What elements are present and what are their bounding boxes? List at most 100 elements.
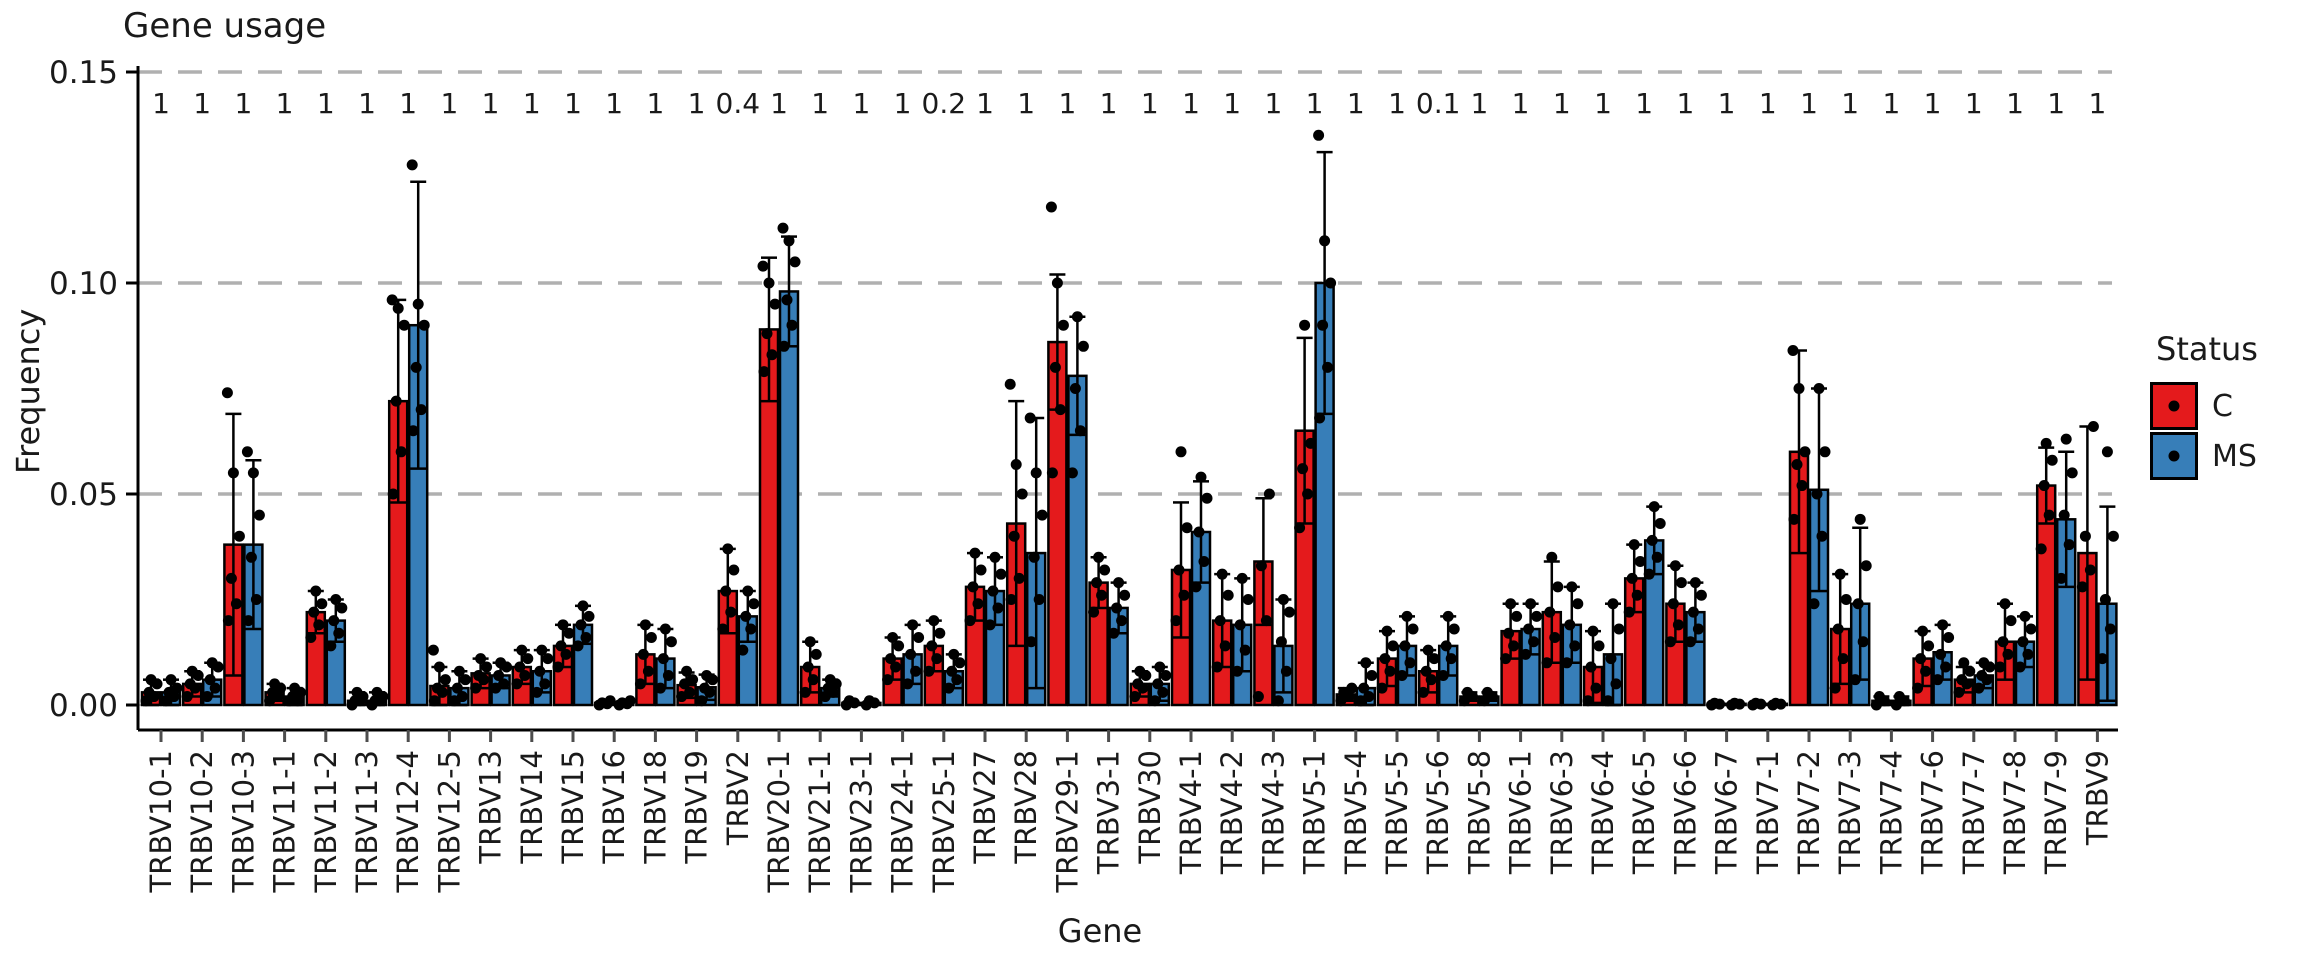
point-C-TRBV6-1 — [1500, 653, 1512, 665]
pvalue-label-TRBV10-2: 1 — [193, 87, 211, 120]
point-MS-TRBV3-1 — [1113, 577, 1125, 589]
pvalue-label-TRBV5-1: 1 — [1306, 87, 1324, 120]
point-MS-TRBV30 — [1152, 678, 1164, 690]
pvalue-label-TRBV15: 1 — [564, 87, 582, 120]
point-C-TRBV25-1 — [931, 653, 943, 665]
point-C-TRBV11-3 — [351, 686, 363, 698]
point-MS-TRBV13 — [495, 657, 507, 669]
point-C-TRBV11-2 — [305, 631, 317, 643]
point-C-TRBV7-6 — [1920, 665, 1932, 677]
x-tick-label-TRBV21-1: TRBV21-1 — [803, 750, 837, 894]
point-C-TRBV25-1 — [926, 640, 938, 652]
point-C-TRBV28 — [1008, 530, 1020, 542]
point-MS-TRBV5-5 — [1407, 623, 1419, 635]
point-MS-TRBV4-1 — [1195, 471, 1207, 483]
point-C-TRBV12-5 — [431, 682, 443, 694]
x-tick-label-TRBV7-1: TRBV7-1 — [1751, 750, 1785, 875]
point-C-TRBV6-3 — [1552, 581, 1564, 593]
point-MS-TRBV20-1 — [786, 319, 798, 331]
point-MS-TRBV4-3 — [1272, 695, 1284, 707]
point-MS-TRBV11-2 — [336, 602, 348, 614]
point-C-TRBV6-3 — [1549, 631, 1561, 643]
point-C-TRBV4-2 — [1219, 640, 1231, 652]
point-C-TRBV18 — [639, 619, 651, 631]
point-MS-TRBV14 — [534, 665, 546, 677]
point-C-TRBV12-4 — [395, 446, 407, 458]
point-MS-TRBV11-1 — [289, 682, 301, 694]
point-MS-TRBV7-6 — [1937, 619, 1949, 631]
y-tick-label-0.10: 0.10 — [49, 266, 118, 302]
point-MS-TRBV7-2 — [1819, 446, 1831, 458]
point-C-TRBV4-2 — [1211, 661, 1223, 673]
point-C-TRBV11-2 — [313, 619, 325, 631]
point-MS-TRBV7-9 — [2066, 467, 2078, 479]
legend-label-ms: MS — [2212, 438, 2257, 474]
point-MS-TRBV10-2 — [206, 657, 218, 669]
point-MS-TRBV3-1 — [1111, 602, 1123, 614]
point-C-TRBV5-8 — [1461, 686, 1473, 698]
point-C-TRBV18 — [645, 631, 657, 643]
point-MS-TRBV12-4 — [410, 361, 422, 373]
point-C-TRBV9 — [2084, 564, 2096, 576]
point-MS-TRBV4-2 — [1239, 644, 1251, 656]
point-C-TRBV7-3 — [1832, 623, 1844, 635]
point-C-TRBV14 — [522, 653, 534, 665]
point-MS-TRBV14 — [536, 644, 548, 656]
point-C-TRBV5-1 — [1297, 463, 1309, 475]
point-C-TRBV6-5 — [1626, 572, 1638, 584]
point-MS-TRBV5-1 — [1325, 277, 1337, 289]
point-C-TRBV2 — [717, 623, 729, 635]
point-C-TRBV14 — [511, 678, 523, 690]
point-C-TRBV3-1 — [1099, 564, 1111, 576]
pvalue-label-TRBV4-1: 1 — [1182, 87, 1200, 120]
x-tick-label-TRBV6-3: TRBV6-3 — [1545, 750, 1579, 875]
x-tick-label-TRBV7-9: TRBV7-9 — [2039, 750, 2073, 875]
x-tick-label-TRBV23-1: TRBV23-1 — [844, 750, 878, 894]
pvalue-label-TRBV19: 1 — [688, 87, 706, 120]
point-C-TRBV21-1 — [802, 661, 814, 673]
point-C-TRBV6-5 — [1631, 589, 1643, 601]
point-MS-TRBV2 — [748, 598, 760, 610]
point-MS-TRBV7-6 — [1935, 648, 1947, 660]
point-MS-TRBV15 — [580, 631, 592, 643]
point-C-TRBV5-6 — [1420, 665, 1432, 677]
point-C-TRBV7-2 — [1788, 513, 1800, 525]
point-C-TRBV11-2 — [310, 585, 322, 597]
point-MS-TRBV7-8 — [2025, 623, 2037, 635]
point-MS-TRBV16 — [624, 695, 636, 707]
point-MS-TRBV6-5 — [1643, 568, 1655, 580]
point-C-TRBV7-3 — [1840, 594, 1852, 605]
point-C-TRBV13 — [470, 682, 482, 694]
point-C-TRBV7-9 — [2035, 543, 2047, 555]
point-MS-TRBV24-1 — [910, 665, 922, 677]
point-MS-TRBV29-1 — [1074, 425, 1086, 437]
point-MS-TRBV5-6 — [1440, 640, 1452, 652]
point-MS-TRBV18 — [659, 623, 671, 635]
point-MS-TRBV10-1 — [165, 674, 177, 686]
point-MS-TRBV5-1 — [1313, 129, 1325, 141]
pvalue-label-TRBV28: 1 — [1017, 87, 1035, 120]
point-C-TRBV4-2 — [1214, 615, 1226, 627]
point-MS-TRBV15 — [583, 610, 595, 622]
pvalue-label-TRBV7-3: 1 — [1841, 87, 1859, 120]
point-MS-TRBV2 — [740, 610, 752, 622]
point-MS-TRBV25-1 — [954, 657, 966, 669]
point-C-TRBV7-7 — [1964, 665, 1976, 677]
point-MS-TRBV4-1 — [1190, 581, 1202, 593]
point-MS-TRBV5-4 — [1360, 657, 1372, 669]
point-MS-TRBV6-7 — [1729, 697, 1741, 709]
point-C-TRBV7-4 — [1873, 691, 1885, 703]
point-MS-TRBV10-2 — [201, 691, 213, 703]
point-MS-TRBV19 — [696, 695, 708, 707]
point-MS-TRBV18 — [654, 682, 666, 694]
point-MS-TRBV7-7 — [1976, 669, 1988, 681]
point-MS-TRBV2 — [737, 644, 749, 656]
point-C-TRBV4-2 — [1216, 568, 1228, 580]
pvalue-label-TRBV5-4: 1 — [1347, 87, 1365, 120]
point-MS-TRBV5-5 — [1404, 657, 1416, 669]
x-tick-label-TRBV11-2: TRBV11-2 — [309, 750, 343, 894]
point-MS-TRBV27 — [984, 619, 996, 631]
x-tick-label-TRBV7-3: TRBV7-3 — [1833, 750, 1867, 875]
point-C-TRBV24-1 — [885, 653, 897, 665]
point-MS-TRBV20-1 — [778, 340, 790, 352]
